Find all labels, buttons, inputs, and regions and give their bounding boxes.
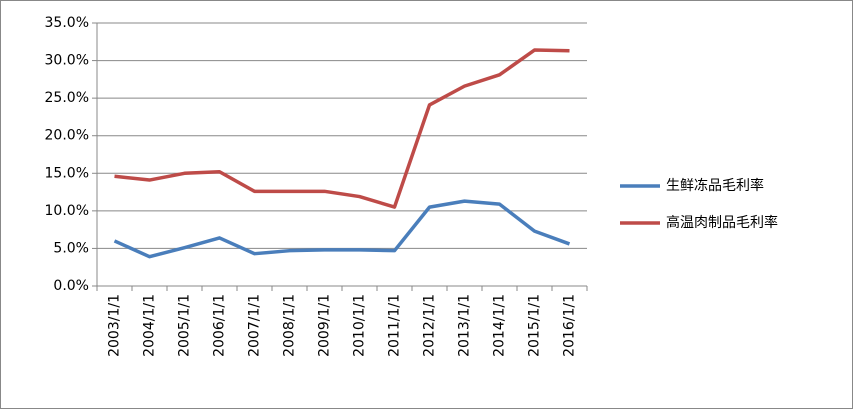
x-tick-label: 2003/1/1 bbox=[107, 294, 123, 357]
x-tick-label: 2011/1/1 bbox=[387, 294, 403, 357]
series-line bbox=[113, 199, 571, 259]
y-tick-label: 30.0% bbox=[45, 53, 89, 69]
x-tick-label: 2009/1/1 bbox=[317, 294, 333, 357]
y-tick-label: 35.0% bbox=[45, 15, 89, 31]
x-tick-label: 2004/1/1 bbox=[142, 294, 158, 357]
y-tick-label: 25.0% bbox=[45, 90, 89, 106]
y-tick-label: 20.0% bbox=[45, 128, 89, 144]
x-tick-label: 2013/1/1 bbox=[457, 294, 473, 357]
x-tick-label: 2012/1/1 bbox=[422, 294, 438, 357]
y-tick-label: 10.0% bbox=[45, 203, 89, 219]
x-tick-label: 2016/1/1 bbox=[562, 294, 578, 357]
y-tick-label: 15.0% bbox=[45, 165, 89, 181]
legend-label: 高温肉制品毛利率 bbox=[666, 214, 778, 231]
x-tick-label: 2005/1/1 bbox=[177, 294, 193, 357]
x-tick-label: 2006/1/1 bbox=[212, 294, 228, 357]
y-tick-label: 0.0% bbox=[53, 278, 89, 294]
x-tick-label: 2007/1/1 bbox=[247, 294, 263, 357]
x-tick-label: 2008/1/1 bbox=[282, 294, 298, 357]
x-tick-label: 2015/1/1 bbox=[527, 294, 543, 357]
x-tick-label: 2010/1/1 bbox=[352, 294, 368, 357]
legend-label: 生鲜冻品毛利率 bbox=[666, 177, 764, 194]
series-line bbox=[114, 48, 570, 209]
y-tick-label: 5.0% bbox=[53, 240, 89, 256]
x-tick-label: 2014/1/1 bbox=[492, 294, 508, 357]
